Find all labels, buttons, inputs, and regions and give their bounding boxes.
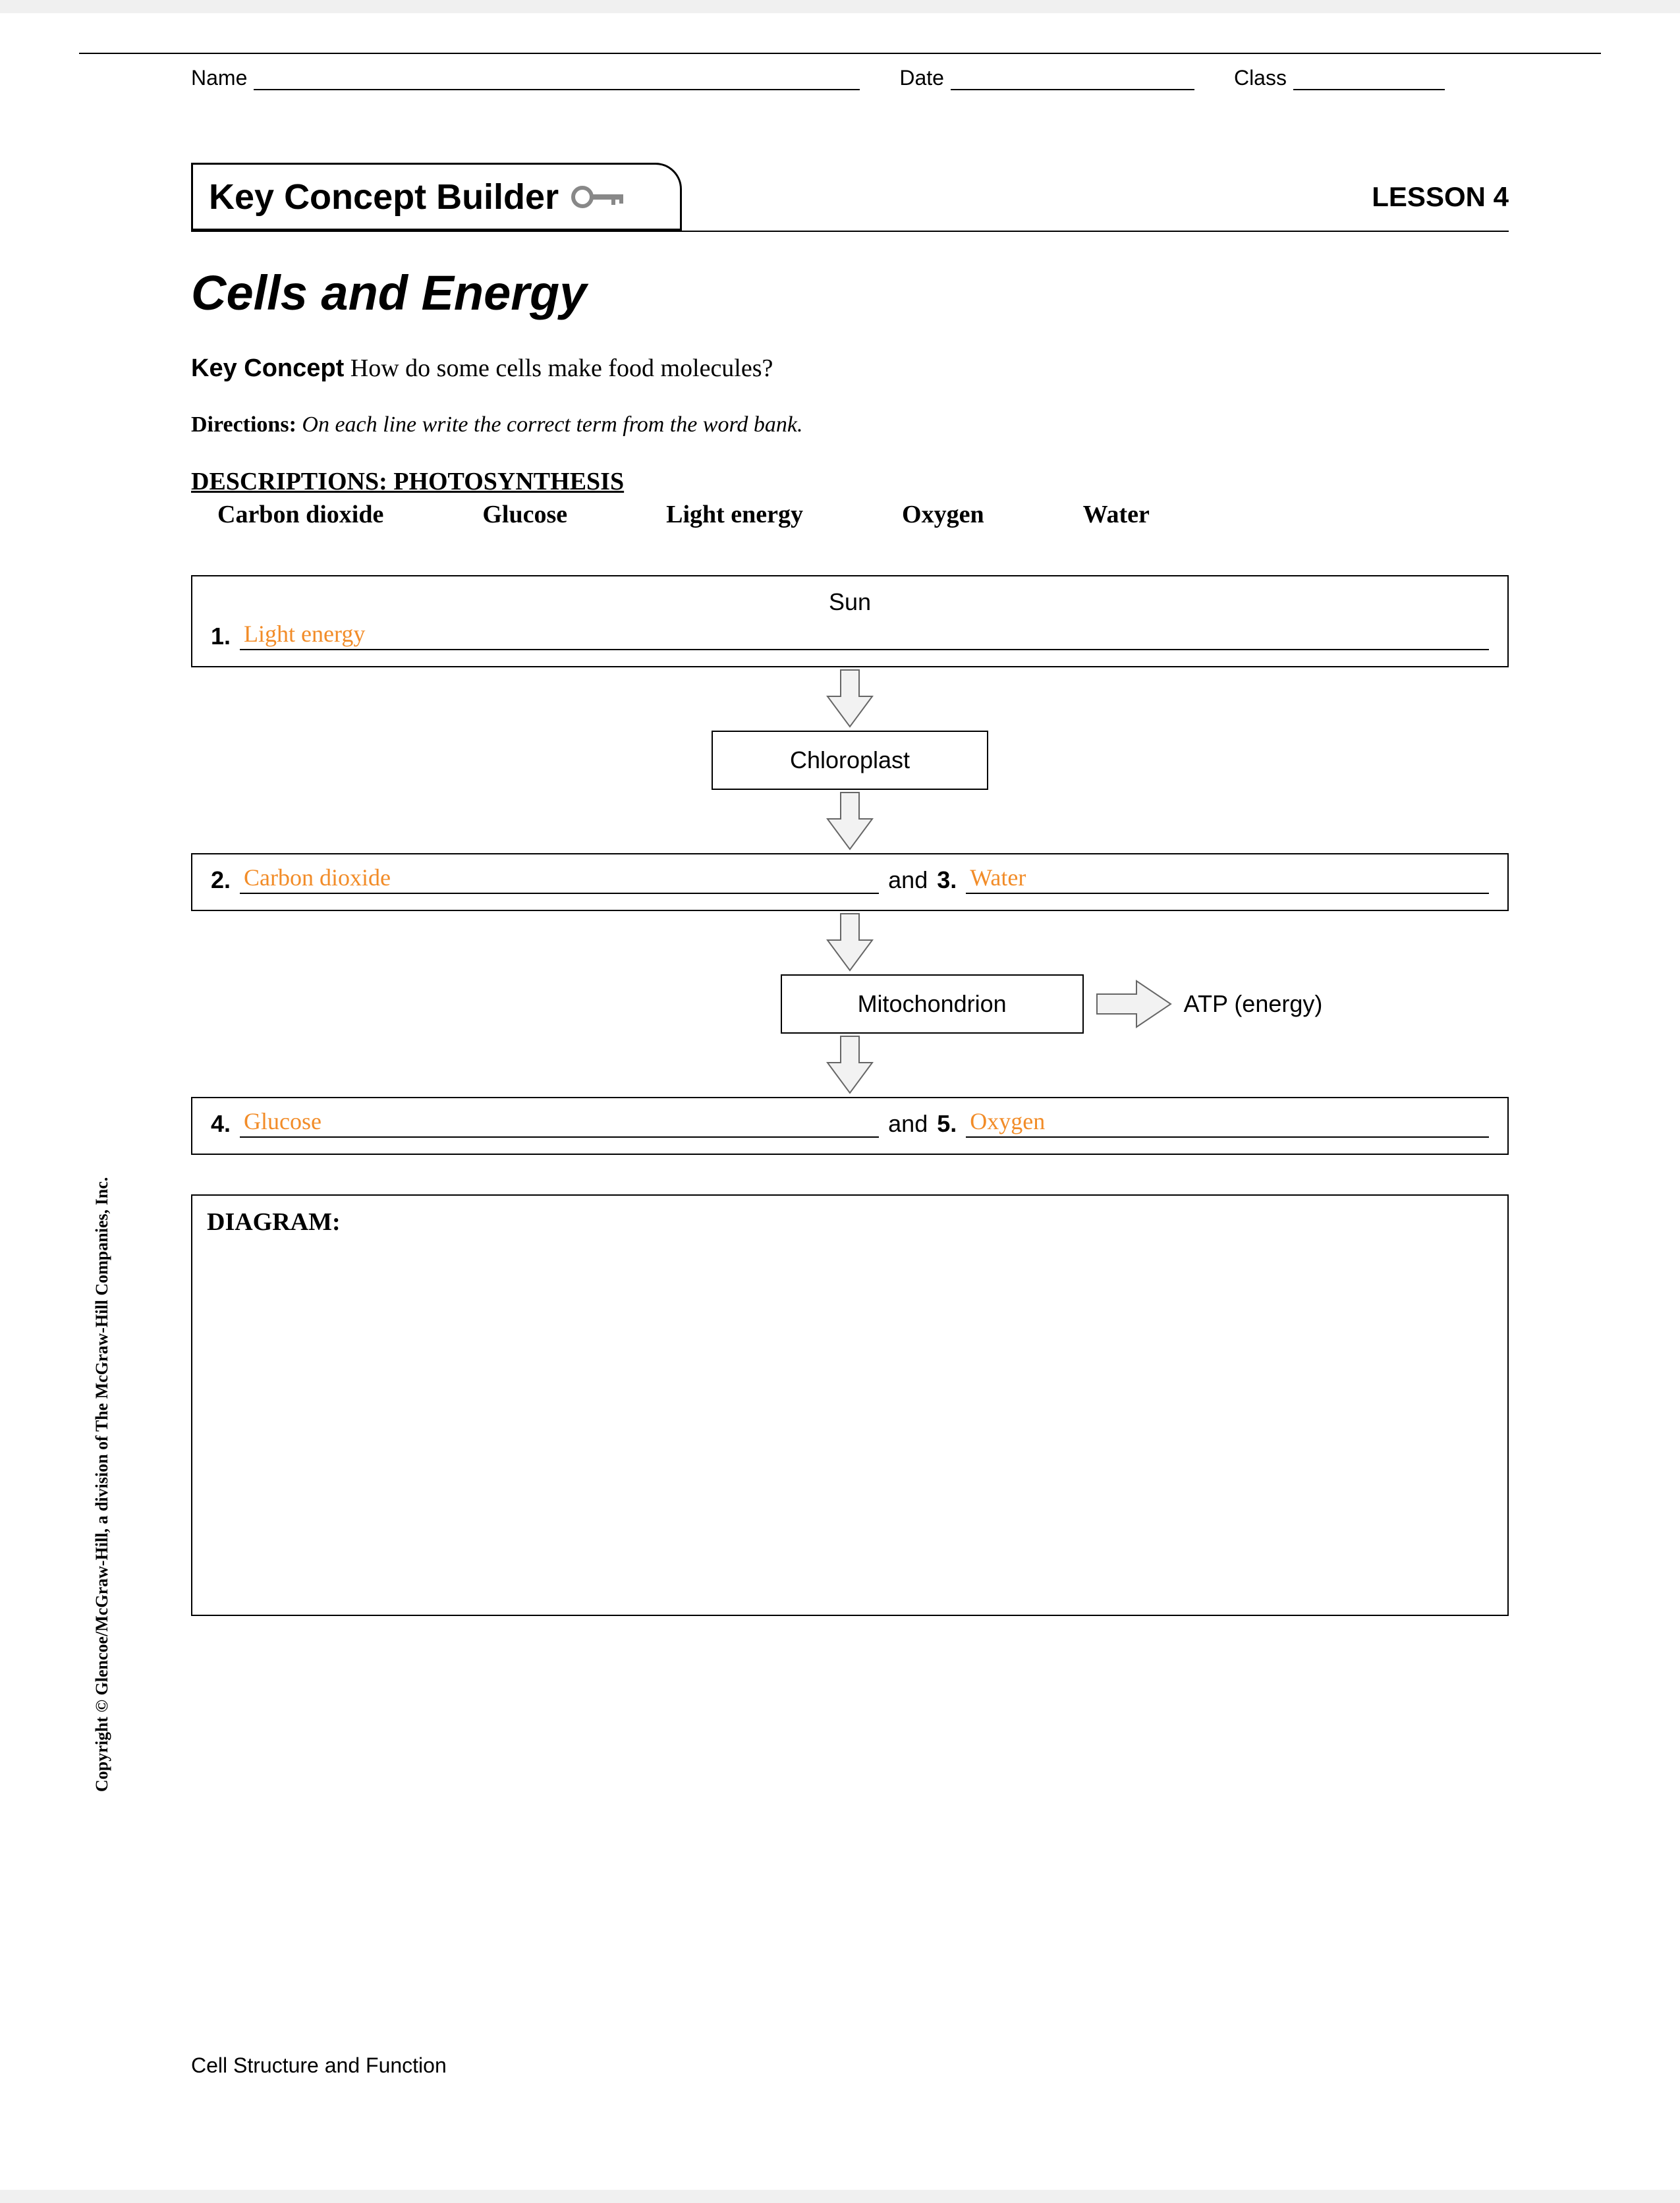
atp-label: ATP (energy): [1184, 990, 1323, 1018]
directions-text: On each line write the correct term from…: [302, 412, 802, 437]
flow-box-outputs: 4. Glucose and 5. Oxygen: [191, 1097, 1509, 1155]
word-bank: Carbon dioxide Glucose Light energy Oxyg…: [191, 500, 1509, 529]
answer-num-2: 2.: [211, 866, 231, 894]
name-blank[interactable]: [254, 69, 860, 90]
and-label: and: [888, 866, 928, 894]
answer-num-1: 1.: [211, 623, 231, 650]
answer-blank-1[interactable]: Light energy: [240, 624, 1489, 650]
page-title: Cells and Energy: [191, 265, 1509, 321]
content-area: Name Date Class Key Concept Builder LESS…: [191, 66, 1509, 1616]
key-concept-line: Key Concept How do some cells make food …: [191, 354, 1509, 383]
header-tab-row: Key Concept Builder LESSON 4: [191, 163, 1509, 232]
worksheet-page: Name Date Class Key Concept Builder LESS…: [0, 13, 1680, 2190]
copyright-text: Copyright © Glencoe/McGraw-Hill, a divis…: [92, 1177, 112, 1792]
answer-text-5: Oxygen: [970, 1107, 1045, 1135]
name-label: Name: [191, 66, 247, 90]
sun-label: Sun: [211, 588, 1489, 616]
wordbank-item: Light energy: [666, 500, 803, 529]
directions-label: Directions:: [191, 412, 296, 437]
key-concept-builder-tab: Key Concept Builder: [191, 163, 682, 231]
answer-blank-5[interactable]: Oxygen: [966, 1111, 1489, 1138]
answer-blank-2[interactable]: Carbon dioxide: [240, 868, 879, 894]
diagram-label: DIAGRAM:: [207, 1208, 341, 1236]
answer-row-2-3: 2. Carbon dioxide and 3. Water: [211, 866, 1489, 894]
answer-blank-4[interactable]: Glucose: [240, 1111, 879, 1138]
arrow-down-icon: [818, 911, 882, 974]
class-label: Class: [1234, 66, 1287, 90]
footer-text: Cell Structure and Function: [191, 2053, 447, 2078]
tab-title: Key Concept Builder: [209, 177, 559, 217]
answer-text-1: Light energy: [244, 620, 365, 648]
flowchart: Sun 1. Light energy Chloroplast 2.: [191, 575, 1509, 1155]
student-info-line: Name Date Class: [191, 66, 1509, 90]
answer-text-4: Glucose: [244, 1107, 322, 1135]
answer-blank-3[interactable]: Water: [966, 868, 1489, 894]
key-icon: [571, 182, 627, 211]
arrow-right-icon: [1094, 976, 1173, 1032]
date-blank[interactable]: [951, 69, 1194, 90]
wordbank-item: Carbon dioxide: [217, 500, 383, 529]
flow-box-chloroplast: Chloroplast: [712, 731, 988, 790]
top-rule: [79, 53, 1601, 54]
arrow-down-icon: [818, 1034, 882, 1097]
wordbank-item: Glucose: [482, 500, 567, 529]
answer-text-3: Water: [970, 864, 1026, 891]
key-concept-label: Key Concept: [191, 354, 344, 382]
answer-row-4-5: 4. Glucose and 5. Oxygen: [211, 1110, 1489, 1138]
arrow-down-icon: [818, 667, 882, 731]
flow-box-mitochondrion: Mitochondrion: [781, 974, 1084, 1034]
answer-num-4: 4.: [211, 1110, 231, 1138]
descriptions-heading: DESCRIPTIONS: PHOTOSYNTHESIS: [191, 467, 1509, 496]
and-label: and: [888, 1110, 928, 1138]
diagram-box[interactable]: DIAGRAM:: [191, 1194, 1509, 1616]
answer-text-2: Carbon dioxide: [244, 864, 391, 891]
answer-row-1: 1. Light energy: [211, 623, 1489, 650]
wordbank-item: Oxygen: [902, 500, 984, 529]
flow-box-sun: Sun 1. Light energy: [191, 575, 1509, 667]
flow-box-inputs: 2. Carbon dioxide and 3. Water: [191, 853, 1509, 911]
answer-num-3: 3.: [937, 866, 957, 894]
directions-line: Directions: On each line write the corre…: [191, 412, 1509, 437]
date-label: Date: [899, 66, 944, 90]
mitochondrion-row: Mitochondrion ATP (energy): [191, 974, 1509, 1034]
answer-num-5: 5.: [937, 1110, 957, 1138]
key-concept-question: How do some cells make food molecules?: [350, 354, 773, 382]
class-blank[interactable]: [1293, 69, 1445, 90]
wordbank-item: Water: [1083, 500, 1150, 529]
lesson-number: LESSON 4: [1372, 181, 1509, 213]
arrow-down-icon: [818, 790, 882, 853]
